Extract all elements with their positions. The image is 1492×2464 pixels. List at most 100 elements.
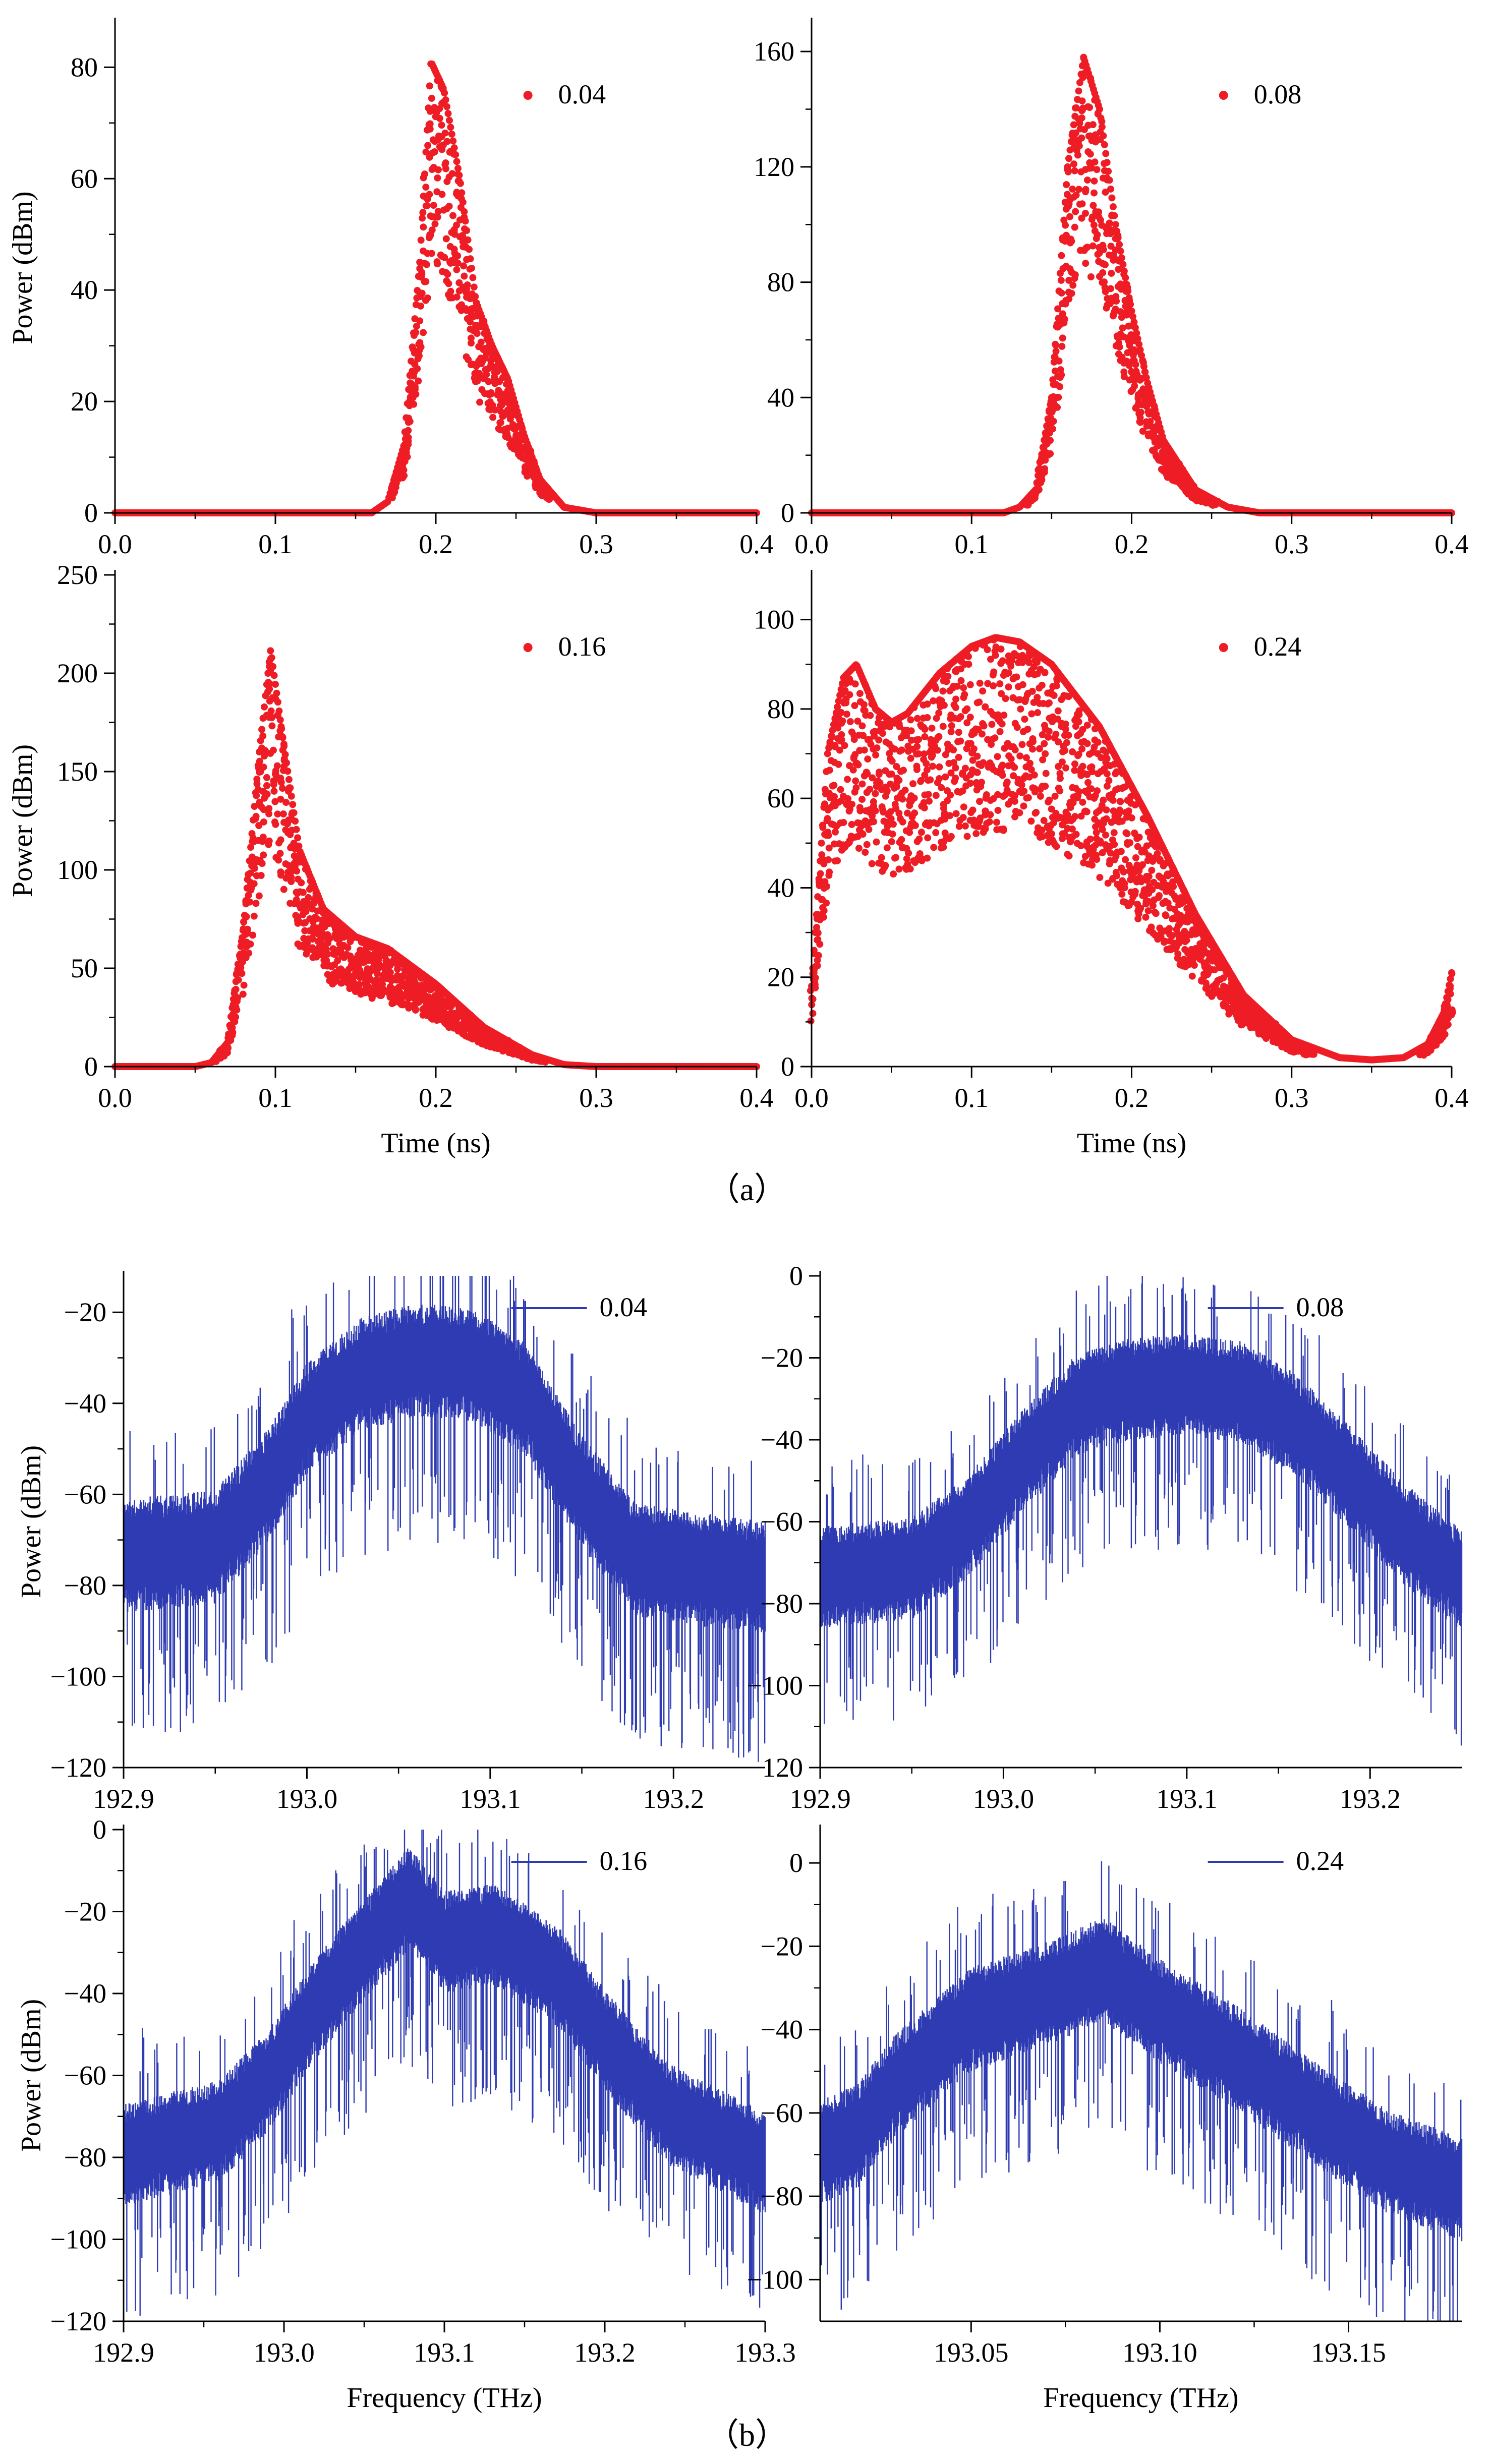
data-point bbox=[1078, 745, 1086, 753]
data-point bbox=[1057, 366, 1064, 374]
data-point bbox=[234, 994, 242, 1002]
data-point bbox=[265, 805, 273, 812]
data-point bbox=[417, 237, 425, 244]
data-point bbox=[1034, 693, 1041, 701]
data-point bbox=[930, 844, 938, 851]
data-point bbox=[364, 976, 372, 983]
data-point bbox=[1050, 418, 1057, 425]
data-point bbox=[852, 777, 859, 785]
data-point bbox=[1094, 231, 1101, 239]
data-point bbox=[1070, 121, 1077, 129]
data-point bbox=[412, 1006, 419, 1014]
data-point bbox=[356, 966, 364, 974]
data-point bbox=[824, 750, 831, 757]
data-point bbox=[415, 352, 423, 360]
data-point bbox=[1099, 269, 1107, 276]
data-point bbox=[270, 672, 278, 679]
data-point bbox=[1028, 710, 1036, 718]
data-point bbox=[817, 870, 824, 877]
data-point bbox=[963, 833, 971, 840]
data-point bbox=[489, 414, 497, 421]
data-point bbox=[251, 864, 258, 872]
data-point bbox=[483, 350, 490, 358]
data-point bbox=[278, 725, 285, 733]
data-point bbox=[1122, 274, 1129, 281]
data-point bbox=[1132, 361, 1139, 368]
data-point bbox=[1127, 301, 1134, 308]
y-axis-label: Power (dBm) bbox=[7, 191, 38, 344]
data-point bbox=[1028, 687, 1036, 695]
data-point bbox=[460, 262, 468, 270]
data-point bbox=[422, 148, 430, 156]
data-point bbox=[426, 191, 433, 198]
data-point bbox=[1101, 261, 1109, 268]
data-point bbox=[232, 1013, 240, 1021]
data-point bbox=[976, 798, 984, 805]
data-point bbox=[831, 828, 839, 836]
data-point bbox=[1106, 177, 1113, 184]
data-point bbox=[255, 892, 263, 900]
data-point bbox=[946, 812, 954, 819]
data-point bbox=[1018, 741, 1026, 748]
data-point bbox=[434, 213, 441, 221]
data-point bbox=[1077, 842, 1085, 850]
data-point bbox=[266, 685, 273, 693]
data-point bbox=[524, 473, 531, 480]
data-point bbox=[456, 180, 464, 187]
data-point bbox=[966, 681, 974, 688]
data-point bbox=[1134, 335, 1141, 342]
data-point bbox=[292, 817, 299, 825]
data-point bbox=[1052, 347, 1060, 355]
data-point bbox=[996, 728, 1004, 735]
data-point bbox=[955, 823, 963, 830]
data-point bbox=[442, 165, 449, 172]
data-point bbox=[245, 950, 253, 957]
data-point bbox=[990, 682, 997, 690]
data-point bbox=[1120, 267, 1128, 275]
data-point bbox=[895, 720, 903, 728]
data-point bbox=[1112, 221, 1119, 228]
data-point bbox=[1045, 728, 1053, 735]
data-point bbox=[1139, 428, 1146, 435]
data-point bbox=[1137, 408, 1145, 416]
data-point bbox=[1029, 735, 1037, 742]
data-point bbox=[889, 820, 897, 828]
data-point bbox=[959, 814, 967, 822]
data-point bbox=[464, 236, 472, 244]
data-point bbox=[1005, 683, 1012, 691]
data-point bbox=[1146, 422, 1154, 430]
data-point bbox=[1054, 707, 1062, 715]
data-point bbox=[441, 129, 449, 137]
data-point bbox=[438, 191, 446, 198]
data-point bbox=[255, 822, 263, 829]
x-tick-label: 0.0 bbox=[794, 529, 829, 559]
data-point bbox=[263, 790, 271, 798]
data-point bbox=[445, 116, 453, 124]
data-point bbox=[462, 217, 469, 225]
data-point bbox=[1026, 759, 1034, 767]
data-points-a2 bbox=[808, 53, 1455, 516]
data-point bbox=[415, 377, 422, 385]
data-point bbox=[256, 757, 263, 765]
data-point bbox=[1056, 787, 1064, 795]
data-point bbox=[1082, 188, 1089, 196]
data-point bbox=[290, 809, 298, 816]
data-point bbox=[924, 714, 931, 721]
y-tick-label: 40 bbox=[71, 275, 98, 305]
data-point bbox=[405, 441, 412, 448]
data-point bbox=[455, 171, 463, 179]
x-tick-label: 0.4 bbox=[739, 1083, 774, 1113]
data-point bbox=[458, 189, 466, 197]
data-point bbox=[1118, 254, 1125, 262]
data-point bbox=[1059, 310, 1066, 318]
data-point bbox=[939, 687, 947, 695]
data-point bbox=[1119, 261, 1127, 268]
data-point bbox=[1078, 114, 1085, 122]
data-point bbox=[445, 280, 452, 287]
data-point bbox=[1057, 276, 1065, 284]
data-point bbox=[1041, 669, 1049, 677]
data-point bbox=[1056, 775, 1064, 782]
data-point bbox=[1058, 252, 1065, 259]
